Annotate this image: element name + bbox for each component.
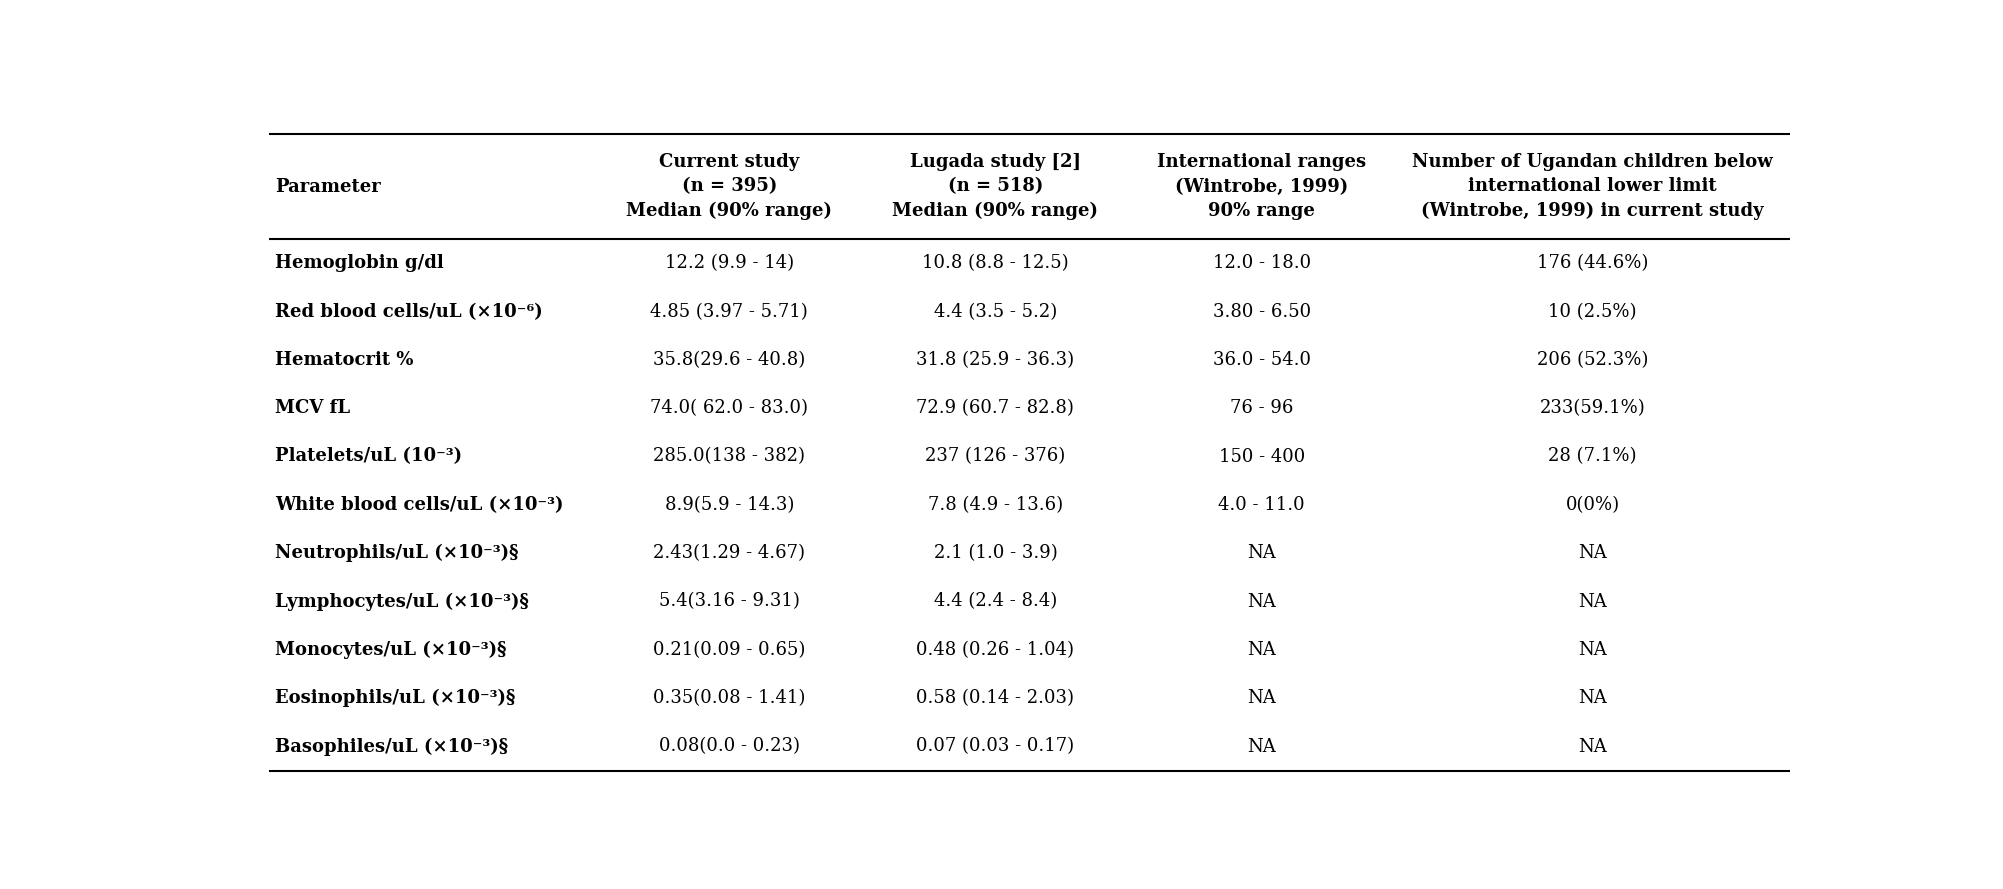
Text: NA: NA [1248,593,1276,611]
Text: 0.21(0.09 - 0.65): 0.21(0.09 - 0.65) [653,641,805,659]
Text: 31.8 (25.9 - 36.3): 31.8 (25.9 - 36.3) [915,351,1074,369]
Text: Current study
(n = 395)
Median (90% range): Current study (n = 395) Median (90% rang… [627,153,831,220]
Text: 10 (2.5%): 10 (2.5%) [1548,302,1636,321]
Text: 74.0( 62.0 - 83.0): 74.0( 62.0 - 83.0) [651,399,807,417]
Text: Platelets/uL (10⁻³): Platelets/uL (10⁻³) [274,447,463,466]
Text: 4.85 (3.97 - 5.71): 4.85 (3.97 - 5.71) [651,302,807,321]
Text: Red blood cells/uL (×10⁻⁶): Red blood cells/uL (×10⁻⁶) [274,302,543,321]
Text: NA: NA [1248,738,1276,756]
Text: Lymphocytes/uL (×10⁻³)§: Lymphocytes/uL (×10⁻³)§ [274,592,529,611]
Text: NA: NA [1578,738,1606,756]
Text: 4.4 (3.5 - 5.2): 4.4 (3.5 - 5.2) [933,302,1058,321]
Text: Lugada study [2]
(n = 518)
Median (90% range): Lugada study [2] (n = 518) Median (90% r… [893,153,1098,220]
Text: Parameter: Parameter [274,178,381,196]
Text: White blood cells/uL (×10⁻³): White blood cells/uL (×10⁻³) [274,496,563,514]
Text: Monocytes/uL (×10⁻³)§: Monocytes/uL (×10⁻³)§ [274,641,507,659]
Text: International ranges
(Wintrobe, 1999)
90% range: International ranges (Wintrobe, 1999) 90… [1158,153,1366,220]
Text: 2.43(1.29 - 4.67): 2.43(1.29 - 4.67) [653,544,805,562]
Text: 76 - 96: 76 - 96 [1230,399,1294,417]
Text: 0(0%): 0(0%) [1566,496,1620,514]
Text: NA: NA [1248,544,1276,562]
Text: NA: NA [1578,641,1606,659]
Text: 5.4(3.16 - 9.31): 5.4(3.16 - 9.31) [659,593,799,611]
Text: Number of Ugandan children below
international lower limit
(Wintrobe, 1999) in c: Number of Ugandan children below interna… [1412,153,1773,220]
Text: 7.8 (4.9 - 13.6): 7.8 (4.9 - 13.6) [927,496,1064,514]
Text: 0.07 (0.03 - 0.17): 0.07 (0.03 - 0.17) [915,738,1074,756]
Text: Neutrophils/uL (×10⁻³)§: Neutrophils/uL (×10⁻³)§ [274,544,519,563]
Text: 0.08(0.0 - 0.23): 0.08(0.0 - 0.23) [659,738,799,756]
Text: 150 - 400: 150 - 400 [1218,447,1304,466]
Text: 2.1 (1.0 - 3.9): 2.1 (1.0 - 3.9) [933,544,1058,562]
Text: 233(59.1%): 233(59.1%) [1540,399,1644,417]
Text: 0.58 (0.14 - 2.03): 0.58 (0.14 - 2.03) [917,689,1074,707]
Text: Hemoglobin g/dl: Hemoglobin g/dl [274,254,445,272]
Text: 72.9 (60.7 - 82.8): 72.9 (60.7 - 82.8) [917,399,1074,417]
Text: 237 (126 - 376): 237 (126 - 376) [925,447,1066,466]
Text: MCV fL: MCV fL [274,399,351,417]
Text: 176 (44.6%): 176 (44.6%) [1536,254,1648,272]
Text: 285.0(138 - 382): 285.0(138 - 382) [653,447,805,466]
Text: 0.48 (0.26 - 1.04): 0.48 (0.26 - 1.04) [917,641,1074,659]
Text: 206 (52.3%): 206 (52.3%) [1536,351,1648,369]
Text: NA: NA [1578,544,1606,562]
Text: 8.9(5.9 - 14.3): 8.9(5.9 - 14.3) [665,496,793,514]
Text: NA: NA [1248,641,1276,659]
Text: 28 (7.1%): 28 (7.1%) [1548,447,1636,466]
Text: NA: NA [1578,689,1606,707]
Text: 35.8(29.6 - 40.8): 35.8(29.6 - 40.8) [653,351,805,369]
Text: 4.4 (2.4 - 8.4): 4.4 (2.4 - 8.4) [933,593,1058,611]
Text: 0.35(0.08 - 1.41): 0.35(0.08 - 1.41) [653,689,805,707]
Text: Eosinophils/uL (×10⁻³)§: Eosinophils/uL (×10⁻³)§ [274,689,515,708]
Text: 12.0 - 18.0: 12.0 - 18.0 [1212,254,1310,272]
Text: Basophiles/uL (×10⁻³)§: Basophiles/uL (×10⁻³)§ [274,737,509,756]
Text: 3.80 - 6.50: 3.80 - 6.50 [1212,302,1310,321]
Text: NA: NA [1578,593,1606,611]
Text: 4.0 - 11.0: 4.0 - 11.0 [1218,496,1304,514]
Text: 10.8 (8.8 - 12.5): 10.8 (8.8 - 12.5) [921,254,1070,272]
Text: 36.0 - 54.0: 36.0 - 54.0 [1212,351,1310,369]
Text: Hematocrit %: Hematocrit % [274,351,415,369]
Text: NA: NA [1248,689,1276,707]
Text: 12.2 (9.9 - 14): 12.2 (9.9 - 14) [665,254,793,272]
